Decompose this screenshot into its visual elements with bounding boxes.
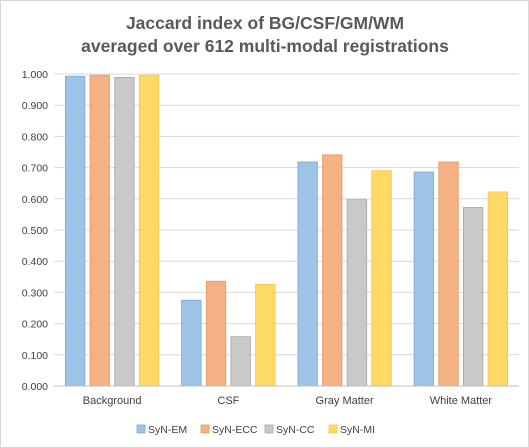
bar-syn-cc-gray-matter — [346, 199, 368, 387]
y-tick-label: 0.400 — [22, 256, 48, 268]
legend-swatch-syn-cc — [264, 424, 274, 434]
y-tick-label: 0.700 — [22, 163, 48, 175]
bar-syn-ecc-background — [89, 74, 110, 387]
x-category-label: Background — [83, 395, 142, 407]
x-category-label: White Matter — [430, 395, 493, 407]
x-category-label: Gray Matter — [316, 395, 374, 407]
bar-syn-em-white-matter — [413, 171, 435, 387]
legend-swatch-syn-mi — [328, 424, 338, 434]
bar-syn-em-background — [65, 75, 86, 387]
chart-title-line-1: Jaccard index of BG/CSF/GM/WM — [126, 13, 404, 33]
legend: SyN-EM SyN-ECC SyN-CC SyN-MI — [136, 424, 375, 436]
legend-swatch-syn-ecc — [200, 424, 210, 434]
bar-syn-mi-white-matter — [487, 191, 509, 387]
bar-syn-ecc-white-matter — [438, 161, 459, 387]
chart-title-line-2: averaged over 612 multi-modal registrati… — [81, 36, 449, 56]
bar-syn-mi-background — [138, 74, 160, 387]
bar-syn-ecc-gray-matter — [322, 154, 343, 387]
bar-syn-cc-csf — [230, 336, 251, 387]
y-tick-label: 0.600 — [22, 194, 48, 206]
y-tick-label: 1.000 — [22, 69, 48, 81]
legend-swatch-syn-em — [136, 424, 146, 434]
y-tick-label: 0.300 — [22, 287, 48, 299]
bar-syn-cc-white-matter — [462, 207, 484, 387]
x-category-label: CSF — [217, 395, 239, 407]
bar-syn-em-csf — [181, 299, 202, 387]
y-tick-label: 0.000 — [22, 381, 48, 393]
legend-label-syn-mi: SyN-MI — [340, 424, 375, 436]
legend-label-syn-cc: SyN-CC — [276, 424, 315, 436]
x-axis-category-labels: Background CSF Gray Matter White Matter — [83, 395, 493, 407]
bar-syn-em-gray-matter — [297, 161, 318, 387]
y-axis-tick-labels: 0.000 0.100 0.200 0.300 0.400 0.500 0.600 0.700… — [22, 69, 48, 393]
legend-label-syn-em: SyN-EM — [148, 424, 187, 436]
bar-syn-ecc-csf — [205, 280, 227, 387]
y-tick-label: 0.200 — [22, 319, 48, 331]
legend-label-syn-ecc: SyN-ECC — [212, 424, 258, 436]
bars — [65, 74, 509, 387]
bar-syn-mi-csf — [255, 283, 276, 387]
y-tick-label: 0.500 — [22, 225, 48, 237]
bar-syn-cc-background — [114, 77, 135, 387]
y-tick-label: 0.900 — [22, 100, 48, 112]
bar-syn-mi-gray-matter — [371, 170, 392, 387]
y-tick-label: 0.800 — [22, 131, 48, 143]
y-tick-label: 0.100 — [22, 350, 48, 362]
